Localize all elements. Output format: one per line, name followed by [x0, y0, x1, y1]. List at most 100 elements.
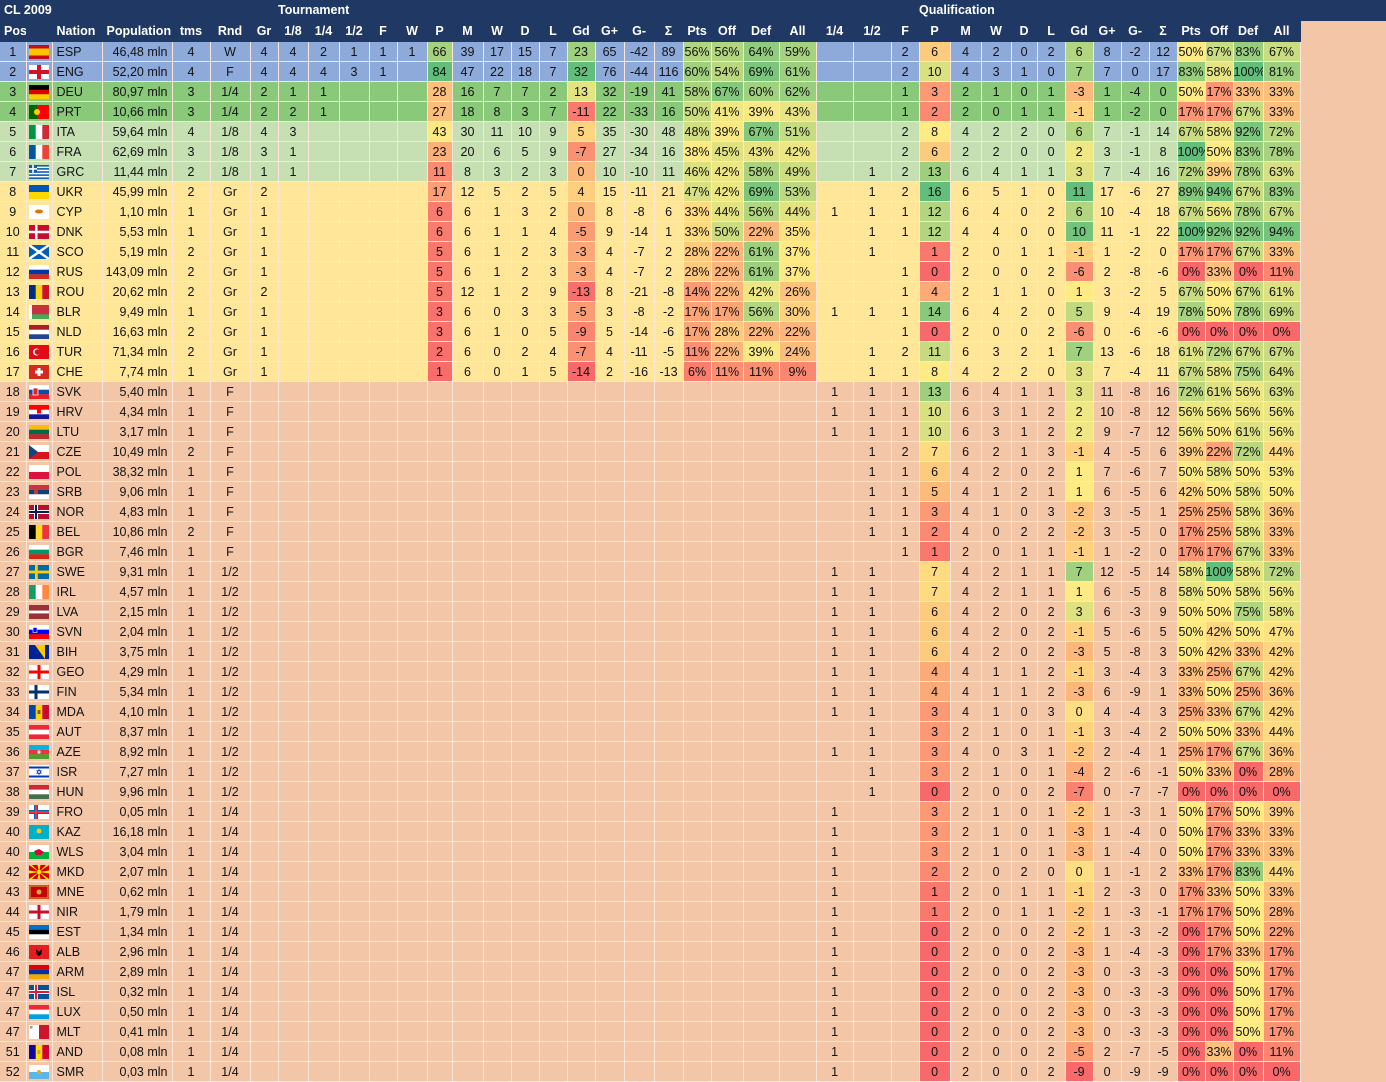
q-stat-cell: 3	[1093, 721, 1122, 742]
tms-cell: 1	[172, 821, 211, 842]
t-stat-cell	[624, 1001, 655, 1022]
t-stat-cell	[743, 681, 780, 702]
rnd-cell: 1/2	[210, 781, 251, 802]
svk-flag-icon	[29, 384, 49, 399]
lux-flag-icon	[29, 1004, 49, 1019]
t-stat-cell	[654, 401, 684, 422]
t-stat-cell: 22	[595, 101, 625, 122]
t-stat-cell: 69%	[743, 181, 780, 202]
q-round-cell: 1	[816, 641, 854, 662]
t-stat-cell	[779, 821, 817, 842]
t-stat-cell	[511, 801, 540, 822]
tms-cell: 1	[172, 1041, 211, 1062]
nation-cell: DNK	[52, 221, 103, 242]
t-round-cell	[308, 961, 340, 982]
q-stat-cell: 1	[1011, 421, 1038, 442]
t-round-cell	[250, 401, 279, 422]
t-round-cell	[278, 741, 309, 762]
q-round-cell: 1	[816, 941, 854, 962]
t-stat-cell	[483, 781, 512, 802]
q-stat-cell: 1	[1011, 661, 1038, 682]
q-stat-cell: 1	[1093, 861, 1122, 882]
table-row: 47 MLT 0,41 mln 1 1/4 1 0 2 0 0 2 -3 0 -3 -3 0% 0% 50% 17%	[0, 1021, 1386, 1042]
t-round-cell: 1	[397, 41, 428, 62]
population-cell: 2,89 mln	[102, 961, 173, 982]
t-stat-cell: 2	[595, 361, 625, 382]
t-round-cell	[397, 541, 428, 562]
q-round-cell	[891, 721, 920, 742]
nation-cell: NLD	[52, 321, 103, 342]
t-round-cell	[250, 801, 279, 822]
t-stat-cell	[779, 481, 817, 502]
t-round-cell	[308, 161, 340, 182]
q-stat-cell: 2	[950, 541, 982, 562]
q-stat-cell: 6	[1093, 581, 1122, 602]
q-stat-cell: 2	[950, 101, 982, 122]
pos-cell: 23	[0, 481, 27, 502]
t-round-cell: 4	[308, 61, 340, 82]
t-stat-cell: 11	[654, 161, 684, 182]
t-round-cell	[339, 381, 370, 402]
t-round-cell	[308, 421, 340, 442]
t-stat-cell	[511, 581, 540, 602]
q-stat-cell: 44%	[1263, 861, 1301, 882]
t-stat-cell	[511, 841, 540, 862]
t-round-cell	[339, 441, 370, 462]
t-stat-cell	[567, 481, 596, 502]
q-stat-cell: -3	[1065, 941, 1094, 962]
t-stat-cell	[483, 1061, 512, 1082]
q-stat-cell: 58%	[1205, 61, 1234, 82]
t-stat-cell: 5	[427, 281, 453, 302]
t-stat-cell: 28%	[683, 261, 712, 282]
t-stat-cell: -6	[654, 321, 684, 342]
population-cell: 5,19 mln	[102, 241, 173, 262]
and-flag-icon	[29, 1044, 49, 1059]
tms-cell: 2	[172, 281, 211, 302]
q-stat-cell: -3	[1149, 941, 1178, 962]
t-stat-cell: 8	[452, 161, 484, 182]
t-stat-cell	[683, 741, 712, 762]
t-round-cell: 1	[308, 101, 340, 122]
pos-cell: 43	[0, 881, 27, 902]
q-stat-cell: -9	[1149, 1061, 1178, 1082]
t-stat-cell: 15	[595, 181, 625, 202]
t-stat-cell: 23	[567, 41, 596, 62]
svn-flag-icon	[29, 624, 49, 639]
table-row: 7 GRC 11,44 mln 2 1/8 1 1 11 8 3 2 3 0 10 -10 11 46% 42% 5…	[0, 161, 1386, 182]
t-stat-cell	[452, 621, 484, 642]
t-stat-cell	[427, 501, 453, 522]
nation-cell: ENG	[52, 61, 103, 82]
t-round-cell	[369, 421, 398, 442]
t-round-cell	[278, 361, 309, 382]
t-stat-cell: 6	[483, 141, 512, 162]
t-stat-cell	[427, 561, 453, 582]
q-stat-cell: 33%	[1263, 521, 1301, 542]
t-stat-cell: 28	[427, 81, 453, 102]
q-stat-cell: 1	[1011, 581, 1038, 602]
t-round-cell	[369, 901, 398, 922]
t-stat-cell	[567, 981, 596, 1002]
t-stat-cell: -14	[567, 361, 596, 382]
table-row: 13 ROU 20,62 mln 2 Gr 2 5 12 1 2 9 -13 8 -21 -8 14% 22% 4…	[0, 281, 1386, 302]
q-stat-cell: 0	[1011, 1061, 1038, 1082]
q-round-cell: 1	[853, 441, 892, 462]
q-stat-cell: 0	[1037, 121, 1066, 142]
t-stat-cell	[452, 1001, 484, 1022]
t-stat-cell	[683, 601, 712, 622]
t-stat-cell	[483, 821, 512, 842]
q-stat-cell: 72%	[1177, 161, 1206, 182]
q-round-cell	[816, 521, 854, 542]
q-stat-cell: 2	[1065, 141, 1094, 162]
q-round-cell	[816, 781, 854, 802]
q-stat-cell: 0%	[1233, 261, 1264, 282]
q-round-cell: 1	[816, 1061, 854, 1082]
q-stat-cell: 3	[919, 761, 951, 782]
population-cell: 0,03 mln	[102, 1061, 173, 1082]
q-stat-cell: 17%	[1263, 981, 1301, 1002]
t-round-cell	[397, 261, 428, 282]
t-stat-cell	[483, 861, 512, 882]
q-stat-cell: 56%	[1205, 201, 1234, 222]
tms-cell: 4	[172, 121, 211, 142]
q-stat-cell: 67%	[1233, 281, 1264, 302]
t-round-cell	[369, 861, 398, 882]
